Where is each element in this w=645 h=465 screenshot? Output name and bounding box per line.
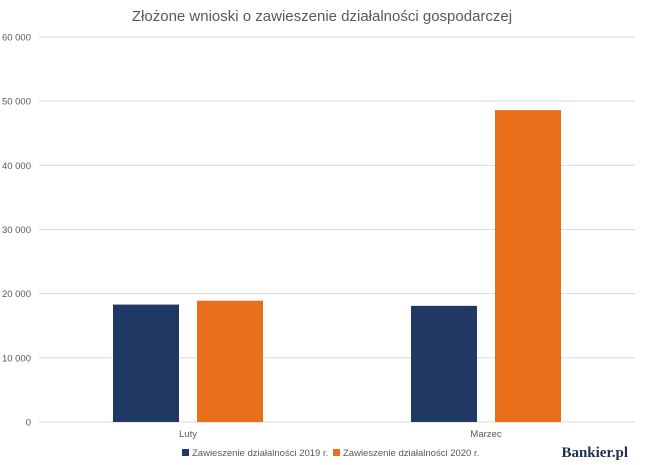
bar-marzec-series-1 — [411, 305, 477, 422]
x-axis-ticks: Luty Marzec — [179, 429, 502, 440]
y-tick-label: 0 — [26, 418, 31, 429]
bankier-logo: Bankier.pl — [561, 445, 628, 461]
y-tick-label: 50 000 — [2, 97, 31, 108]
y-axis-ticks: 0 10 000 20 000 30 000 40 000 50 000 60 000 — [2, 33, 31, 429]
y-tick-label: 10 000 — [2, 353, 31, 364]
legend: Zawieszenie działalności 2019 r. Zawiesze… — [182, 448, 479, 459]
legend-swatch — [182, 449, 189, 456]
x-tick-label: Marzec — [470, 429, 501, 440]
legend-swatch — [333, 449, 340, 456]
y-tick-label: 30 000 — [2, 225, 31, 236]
y-tick-label: 60 000 — [2, 33, 31, 44]
bar-luty-series-1 — [113, 304, 179, 422]
legend-label: Zawieszenie działalności 2019 r. — [192, 448, 328, 459]
x-tick-label: Luty — [179, 429, 197, 440]
bar-marzec-series-2 — [495, 110, 561, 423]
y-tick-label: 40 000 — [2, 161, 31, 172]
chart-title: Złożone wnioski o zawieszenie działalnoś… — [132, 8, 512, 25]
bar-luty-series-2 — [197, 300, 263, 422]
y-tick-label: 20 000 — [2, 289, 31, 300]
bars — [113, 110, 561, 423]
legend-label: Zawieszenie działalności 2020 r. — [343, 448, 479, 459]
